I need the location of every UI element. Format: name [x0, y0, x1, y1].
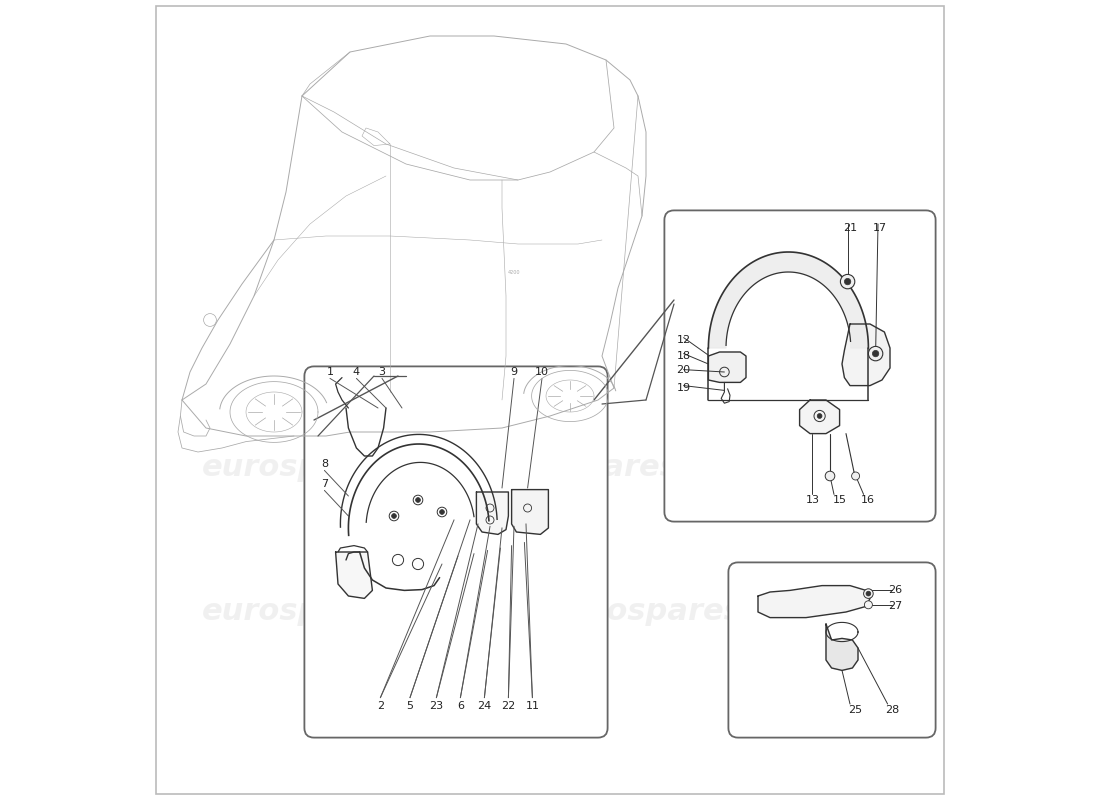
Text: 12: 12 — [676, 335, 691, 345]
Polygon shape — [708, 252, 868, 348]
Text: 3: 3 — [378, 367, 385, 377]
FancyBboxPatch shape — [305, 366, 607, 738]
Circle shape — [851, 472, 859, 480]
Text: 7: 7 — [321, 479, 328, 489]
Text: 9: 9 — [510, 367, 518, 377]
Text: 1: 1 — [327, 367, 333, 377]
Text: eurospares: eurospares — [201, 454, 395, 482]
Polygon shape — [476, 492, 508, 534]
Text: 25: 25 — [848, 706, 862, 715]
Text: 6: 6 — [456, 701, 464, 710]
Text: eurospares: eurospares — [550, 598, 742, 626]
Circle shape — [868, 346, 883, 361]
Text: 19: 19 — [676, 383, 691, 393]
Text: 18: 18 — [676, 351, 691, 361]
Circle shape — [864, 589, 873, 598]
Polygon shape — [336, 552, 373, 598]
Text: 4200: 4200 — [508, 270, 520, 274]
Circle shape — [865, 601, 872, 609]
Text: 26: 26 — [889, 586, 903, 595]
Polygon shape — [826, 624, 858, 670]
Circle shape — [440, 510, 444, 514]
Polygon shape — [708, 352, 746, 382]
Circle shape — [825, 471, 835, 481]
Text: 8: 8 — [321, 459, 328, 469]
Text: 23: 23 — [429, 701, 443, 710]
Text: eurospares: eurospares — [736, 342, 877, 362]
Circle shape — [416, 498, 420, 502]
Text: eurospares: eurospares — [201, 598, 395, 626]
Polygon shape — [800, 400, 839, 434]
FancyBboxPatch shape — [664, 210, 936, 522]
Circle shape — [845, 278, 850, 285]
Text: 24: 24 — [477, 701, 492, 710]
Text: 10: 10 — [535, 367, 549, 377]
Text: 4: 4 — [353, 367, 360, 377]
Polygon shape — [758, 586, 870, 618]
Text: 13: 13 — [805, 495, 820, 505]
Text: 22: 22 — [502, 701, 516, 710]
Circle shape — [840, 274, 855, 289]
Text: eurospares: eurospares — [485, 454, 679, 482]
Text: 27: 27 — [889, 602, 903, 611]
Text: 20: 20 — [676, 366, 691, 375]
Text: 28: 28 — [886, 706, 900, 715]
Text: 11: 11 — [526, 701, 539, 710]
Polygon shape — [842, 324, 890, 386]
Circle shape — [817, 414, 822, 418]
Text: 16: 16 — [860, 495, 875, 505]
Circle shape — [392, 514, 396, 518]
Polygon shape — [512, 490, 549, 534]
Text: 2: 2 — [377, 701, 384, 710]
Text: 21: 21 — [843, 223, 857, 233]
Text: 5: 5 — [407, 701, 414, 710]
Circle shape — [866, 591, 871, 596]
Circle shape — [872, 350, 879, 357]
FancyBboxPatch shape — [728, 562, 936, 738]
Text: 15: 15 — [833, 495, 847, 505]
Text: 17: 17 — [872, 223, 887, 233]
